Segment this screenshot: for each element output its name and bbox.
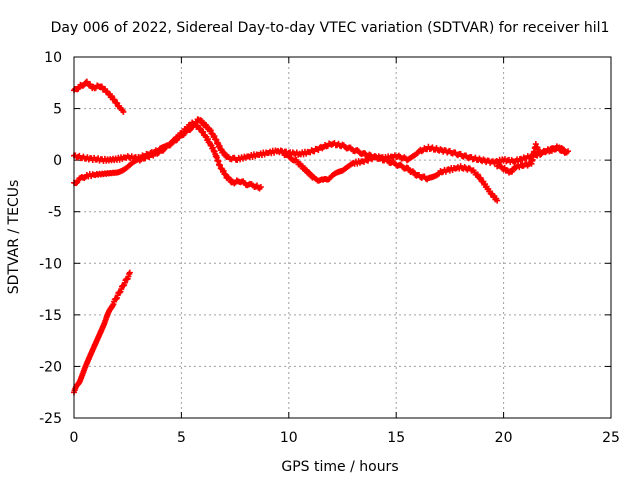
data-point bbox=[197, 117, 204, 124]
y-tick-label: 10 bbox=[44, 50, 62, 66]
y-tick-label: -20 bbox=[39, 359, 62, 375]
data-point bbox=[111, 96, 118, 103]
grid-lines bbox=[74, 57, 611, 418]
y-tick-label: 5 bbox=[53, 102, 62, 118]
data-point bbox=[200, 128, 207, 135]
axis-ticks: 0 5 10 15 20 25 -25 -20 -15 -10 -5 0 5 10 bbox=[39, 50, 620, 446]
data-point bbox=[120, 108, 127, 115]
y-tick-label: -10 bbox=[39, 256, 62, 272]
plot-frame bbox=[73, 56, 612, 419]
data-point bbox=[186, 126, 193, 133]
x-axis-label: GPS time / hours bbox=[281, 459, 398, 475]
x-tick-label: 5 bbox=[177, 430, 186, 446]
data-point bbox=[477, 174, 484, 181]
data-point bbox=[562, 149, 569, 156]
series-track-e bbox=[281, 151, 501, 204]
x-tick-label: 20 bbox=[495, 430, 513, 446]
chart-title: Day 006 of 2022, Sidereal Day-to-day VTE… bbox=[51, 20, 610, 36]
y-tick-label: 0 bbox=[53, 153, 62, 169]
data-point bbox=[257, 183, 264, 190]
data-point bbox=[434, 171, 441, 178]
y-tick-label: -15 bbox=[39, 308, 62, 324]
x-tick-label: 25 bbox=[602, 430, 620, 446]
series-track-f bbox=[494, 141, 569, 176]
data-points bbox=[71, 78, 572, 396]
data-point bbox=[306, 169, 313, 176]
data-point bbox=[220, 149, 227, 156]
data-point bbox=[494, 197, 501, 204]
data-point bbox=[126, 269, 133, 276]
x-tick-label: 10 bbox=[280, 430, 298, 446]
data-point bbox=[108, 93, 115, 100]
data-point bbox=[197, 125, 204, 132]
series-track-b bbox=[71, 269, 133, 396]
x-tick-label: 15 bbox=[387, 430, 405, 446]
y-tick-label: -25 bbox=[39, 411, 62, 427]
x-tick-label: 0 bbox=[70, 430, 79, 446]
series-track-a bbox=[71, 78, 127, 115]
y-tick-label: -5 bbox=[48, 205, 62, 221]
data-point bbox=[512, 165, 519, 172]
y-axis-label: SDTVAR / TECUs bbox=[6, 180, 22, 295]
data-point bbox=[558, 145, 565, 152]
